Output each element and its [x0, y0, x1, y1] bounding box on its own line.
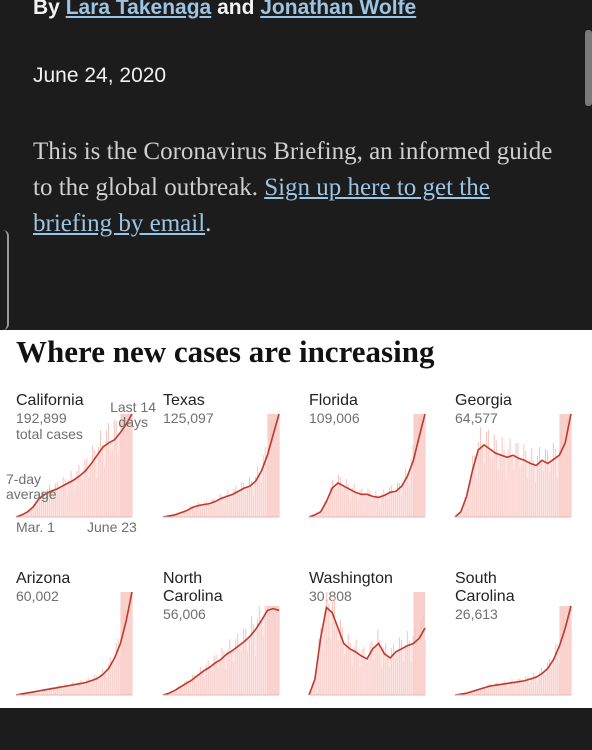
average-area [455, 414, 571, 517]
avg-line2: average [6, 486, 57, 502]
seven-day-average-line [15, 413, 133, 518]
intro-end: . [205, 210, 212, 237]
state-label: California 192,899 total cases [16, 392, 151, 442]
last14-line1: Last 14 [110, 399, 156, 415]
state-name: North Carolina [163, 570, 223, 605]
byline-connector: and [217, 0, 255, 19]
sparkline-chart [308, 592, 426, 696]
author-link-2[interactable]: Jonathan Wolfe [260, 0, 417, 19]
sparkline-chart [308, 413, 426, 518]
page-bottom [0, 708, 592, 750]
sparkline-chart [454, 413, 572, 518]
sparkline-chart [15, 413, 133, 518]
start-date-label: Mar. 1 [16, 519, 55, 535]
state-name: California [16, 392, 84, 409]
state-label: Texas 125,097 [163, 392, 298, 426]
avg-line1: 7-day [6, 471, 42, 487]
state-total: 60,002 [16, 588, 59, 604]
end-date-label: June 23 [87, 519, 137, 535]
average-area [455, 606, 571, 695]
byline-prefix: By [33, 0, 60, 19]
state-name: Arizona [16, 570, 71, 587]
seven-day-average-line [308, 605, 426, 696]
total-cases-label: total cases [16, 426, 83, 442]
average-area [16, 414, 132, 517]
state-label: Florida 109,006 [309, 392, 444, 426]
seven-day-average-line [454, 413, 572, 518]
average-area [163, 414, 279, 517]
seven-day-average-line [15, 591, 133, 696]
author-link-1[interactable]: Lara Takenaga [65, 0, 212, 19]
side-tab-handle[interactable] [0, 230, 9, 330]
publish-date: June 24, 2020 [33, 64, 167, 87]
state-total: 192,899 [16, 410, 67, 426]
avg-annotation: 7-day average [6, 472, 57, 502]
sparkline-chart [162, 413, 280, 518]
intro-text: This is the Coronavirus Briefing, an inf… [33, 138, 553, 201]
intro-paragraph: This is the Coronavirus Briefing, an inf… [33, 134, 573, 242]
graphic-title: Where new cases are increasing [16, 334, 435, 369]
average-area [309, 607, 425, 695]
scrollbar[interactable] [585, 30, 592, 106]
state-total: 64,577 [455, 410, 498, 426]
average-area [163, 608, 279, 695]
state-name: Georgia [455, 392, 512, 409]
state-total: 30,808 [309, 588, 352, 604]
state-label: Arizona 60,002 [16, 570, 151, 604]
seven-day-average-line [308, 413, 426, 518]
byline: By Lara Takenaga and Jonathan Wolfe [33, 0, 416, 20]
state-label: Washington 30,808 [309, 570, 444, 604]
seven-day-average-line [162, 413, 280, 518]
sparkline-chart [454, 605, 572, 696]
state-name: Florida [309, 392, 358, 409]
state-total: 109,006 [309, 410, 360, 426]
signup-link[interactable]: Sign up here to get the briefing by emai… [33, 174, 490, 237]
last14-line2: days [118, 414, 148, 430]
state-total: 26,613 [455, 606, 498, 622]
seven-day-average-line [454, 605, 572, 696]
state-name: Texas [163, 392, 205, 409]
last14-annotation: Last 14 days [106, 400, 156, 430]
state-total: 56,006 [163, 606, 206, 622]
seven-day-average-line [162, 607, 280, 696]
cases-graphic: Where new cases are increasing Californi… [0, 330, 592, 708]
state-label: Georgia 64,577 [455, 392, 590, 426]
state-name: South Carolina [455, 570, 515, 605]
state-label: North Carolina 56,006 [163, 570, 298, 622]
sparkline-chart [162, 606, 280, 696]
state-total: 125,097 [163, 410, 214, 426]
average-area [16, 592, 132, 695]
state-label: South Carolina 26,613 [455, 570, 590, 622]
sparkline-chart [15, 591, 133, 696]
state-name: Washington [309, 570, 393, 587]
